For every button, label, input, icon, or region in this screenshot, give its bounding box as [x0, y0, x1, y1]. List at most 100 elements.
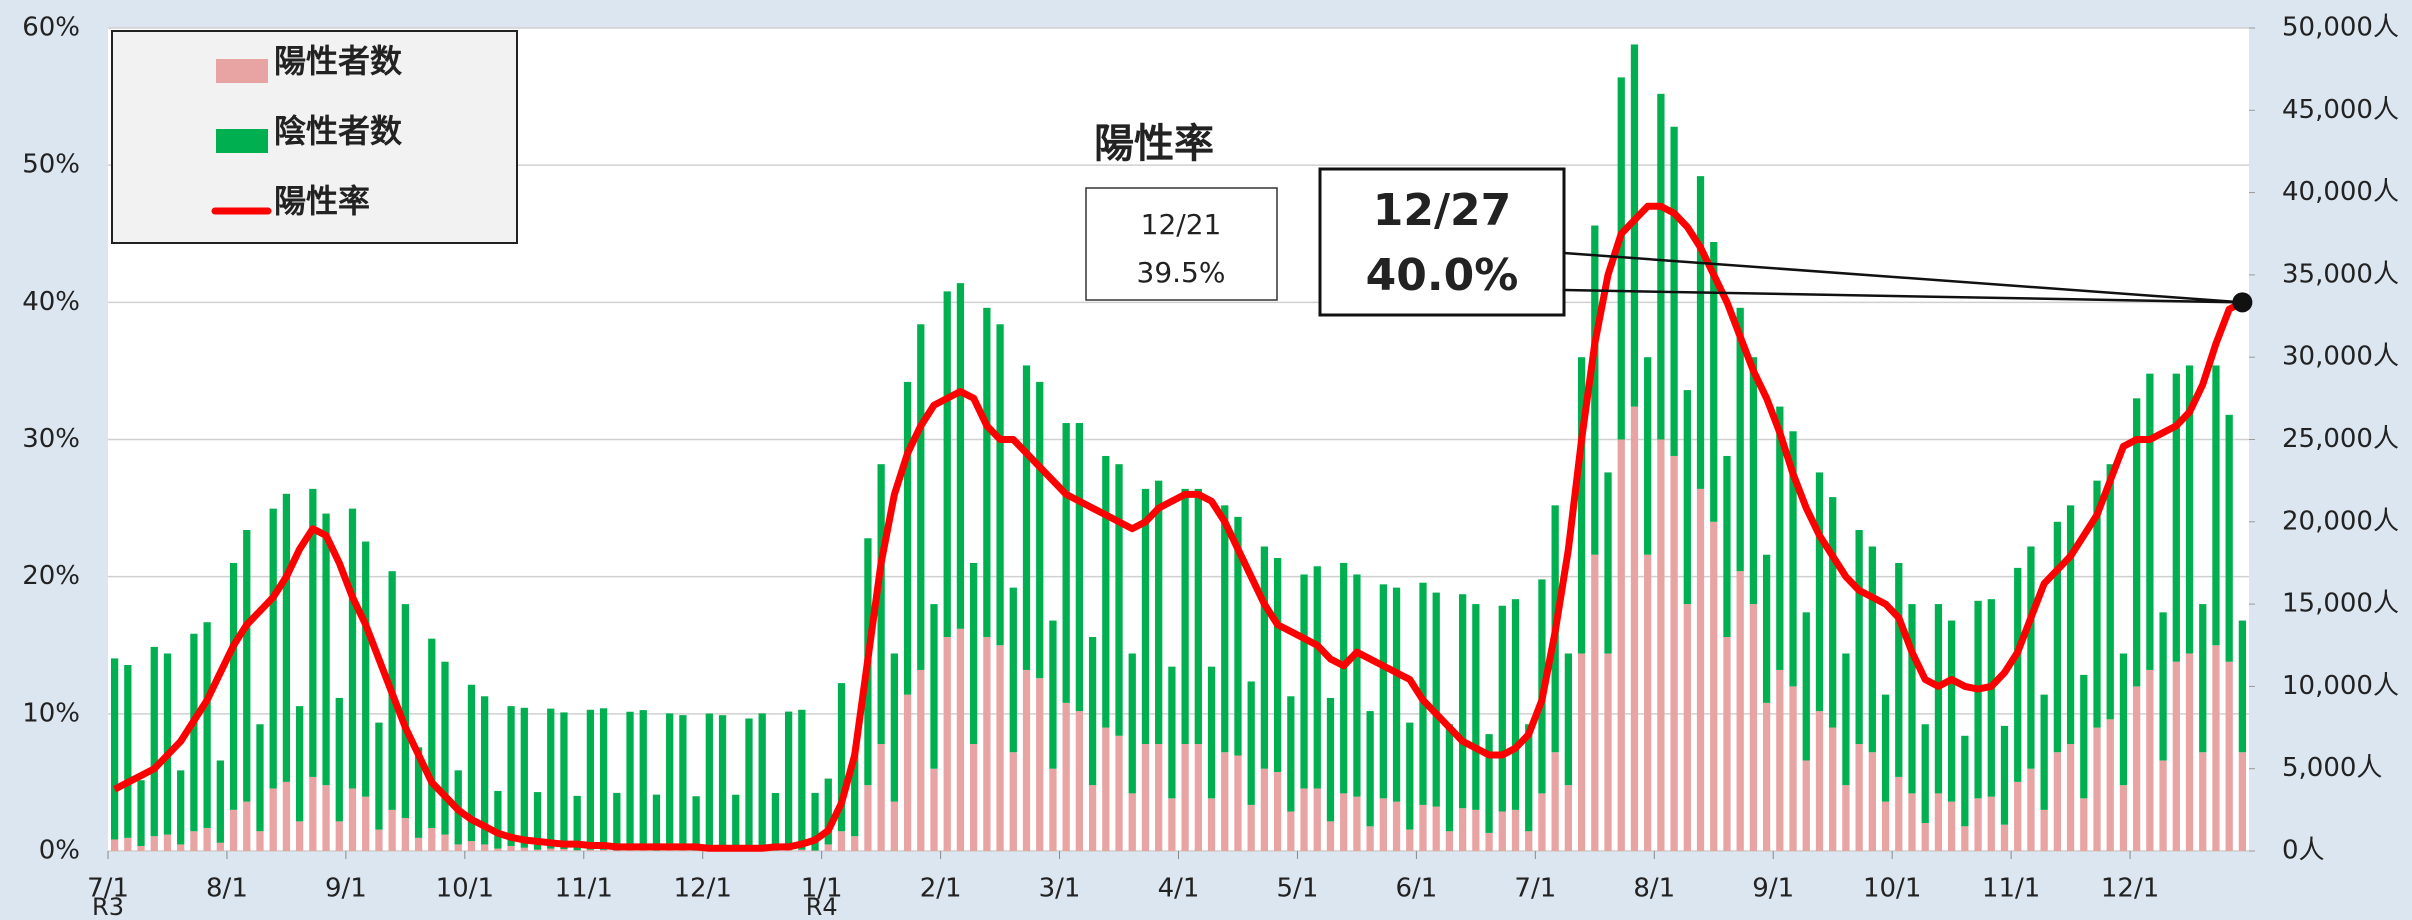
- legend-swatch: [216, 129, 268, 153]
- x-tick-label: 3/1: [1039, 874, 1081, 904]
- x-tick-label: 12/1: [674, 874, 732, 904]
- bar: [626, 711, 634, 851]
- bar: [362, 541, 370, 797]
- bar: [1710, 521, 1718, 851]
- bar: [1155, 744, 1163, 851]
- bar: [335, 697, 343, 822]
- bar: [467, 684, 476, 842]
- bar: [2185, 365, 2194, 654]
- bar: [560, 849, 568, 851]
- bar: [1630, 44, 1639, 407]
- bar: [1538, 793, 1546, 851]
- bar: [1168, 666, 1176, 799]
- bar: [2212, 645, 2220, 851]
- bar: [1525, 724, 1533, 832]
- legend-label: 陰性者数: [274, 112, 403, 150]
- x-tick-label: 9/1: [325, 874, 367, 904]
- bar: [851, 836, 859, 851]
- bar: [1472, 809, 1480, 851]
- bar: [1842, 785, 1850, 851]
- bar: [877, 464, 885, 745]
- bar: [1406, 829, 1414, 851]
- x-tick-label: 7/1: [1514, 874, 1556, 904]
- bar: [1260, 768, 1269, 851]
- bar: [599, 849, 608, 851]
- bar: [1353, 796, 1361, 851]
- bar: [837, 831, 846, 851]
- bar: [2027, 546, 2035, 769]
- bar: [705, 713, 713, 851]
- bar: [520, 847, 528, 851]
- bar: [428, 827, 436, 851]
- bar: [679, 715, 687, 851]
- bar: [1564, 653, 1573, 786]
- annotation-title: 陽性率: [1094, 121, 1214, 167]
- bar: [864, 785, 872, 851]
- bar: [1525, 831, 1533, 851]
- y2-tick-label: 10,000人: [2282, 671, 2399, 701]
- bar: [1366, 826, 1374, 851]
- bar: [1511, 809, 1520, 851]
- bar: [533, 792, 542, 850]
- bar: [1155, 480, 1163, 745]
- bar: [229, 562, 238, 810]
- bar: [943, 291, 951, 638]
- x-tick-label: 5/1: [1277, 874, 1319, 904]
- bar: [824, 844, 832, 851]
- bar: [2106, 464, 2114, 720]
- bar: [1247, 681, 1255, 805]
- bar: [494, 790, 502, 849]
- bar: [1789, 686, 1797, 851]
- bar: [1088, 637, 1097, 786]
- bar: [348, 508, 357, 789]
- bar: [1194, 488, 1202, 745]
- bar: [256, 724, 264, 832]
- bar: [837, 683, 846, 832]
- bar: [1974, 798, 1982, 851]
- bar: [163, 653, 172, 835]
- bar: [1022, 669, 1031, 851]
- bar: [1617, 77, 1625, 440]
- callout-box: [1318, 167, 1566, 317]
- bar: [1908, 793, 1916, 851]
- bar: [798, 709, 806, 850]
- bar: [375, 722, 383, 830]
- y2-tick-label: 0人: [2282, 836, 2325, 866]
- x-tick-label: 2/1: [920, 874, 962, 904]
- bar: [1948, 620, 1956, 802]
- bar: [1855, 744, 1863, 851]
- bar: [1855, 530, 1863, 745]
- bar: [2066, 744, 2075, 851]
- bar: [903, 381, 912, 695]
- bar: [692, 796, 700, 851]
- bar: [652, 794, 661, 851]
- y2-tick-label: 20,000人: [2282, 506, 2399, 536]
- bar: [626, 850, 634, 851]
- bar: [1498, 811, 1506, 851]
- bar: [2119, 785, 2128, 851]
- x-tick-label: 8/1: [206, 874, 248, 904]
- bar: [1696, 488, 1705, 851]
- bar: [547, 708, 555, 849]
- bar: [2027, 768, 2035, 851]
- bar: [1921, 724, 1929, 824]
- bar: [1630, 406, 1639, 851]
- bar: [1207, 798, 1216, 851]
- bar: [163, 834, 172, 851]
- bar: [2146, 669, 2154, 851]
- bar: [256, 831, 264, 851]
- bar: [745, 718, 753, 851]
- x-tick-label: 1/1: [801, 874, 843, 904]
- bar: [2199, 604, 2207, 753]
- bar: [1789, 431, 1797, 687]
- bar: [1432, 592, 1440, 807]
- bar: [1881, 801, 1890, 851]
- bar: [1723, 455, 1731, 638]
- bar: [322, 513, 330, 786]
- bar: [970, 744, 978, 851]
- bar: [573, 850, 581, 851]
- bar: [1987, 599, 1995, 797]
- bar: [1604, 472, 1612, 654]
